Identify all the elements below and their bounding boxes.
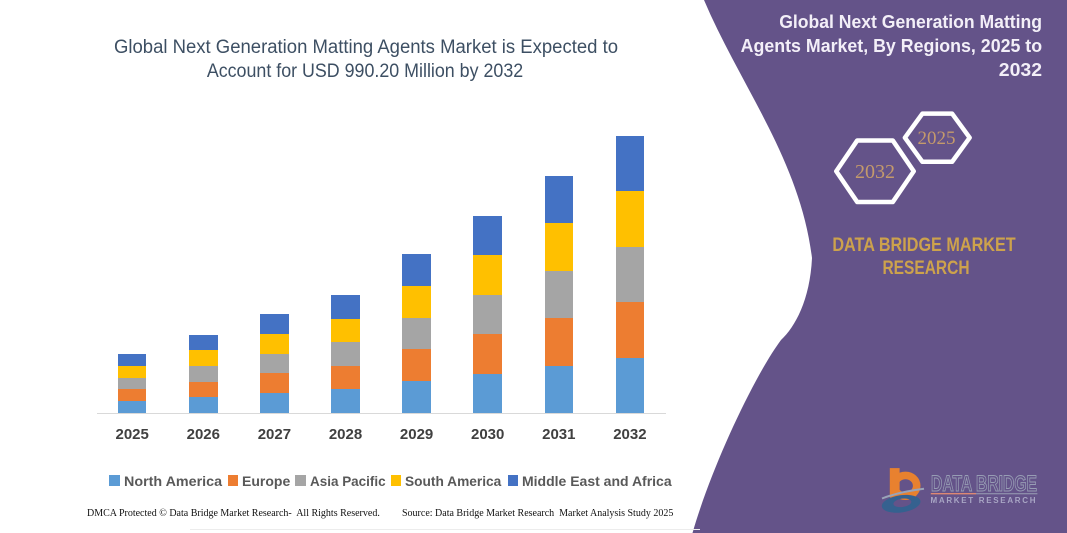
svg-text:MARKET RESEARCH: MARKET RESEARCH	[931, 496, 1036, 505]
svg-text:DATA BRIDGE: DATA BRIDGE	[931, 471, 1037, 496]
svg-text:2032: 2032	[855, 161, 895, 183]
svg-text:2025: 2025	[918, 128, 956, 149]
